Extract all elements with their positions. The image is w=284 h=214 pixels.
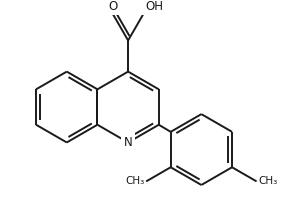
Text: OH: OH xyxy=(145,0,163,13)
Text: CH₃: CH₃ xyxy=(126,176,145,186)
Text: O: O xyxy=(108,0,117,13)
Text: CH₃: CH₃ xyxy=(258,176,277,186)
Text: N: N xyxy=(124,136,132,149)
